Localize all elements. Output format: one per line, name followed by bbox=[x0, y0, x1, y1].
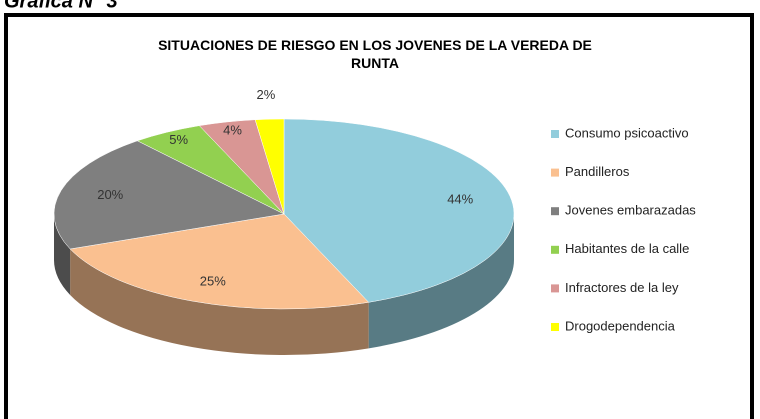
legend-swatch bbox=[551, 207, 559, 216]
data-label: 44% bbox=[447, 192, 473, 207]
data-label: 5% bbox=[169, 132, 188, 147]
pie-slice bbox=[53, 140, 285, 250]
data-label: 2% bbox=[257, 87, 276, 102]
legend-label: Pandilleros bbox=[565, 164, 630, 179]
legend-swatch bbox=[551, 323, 559, 331]
legend-swatch bbox=[551, 284, 559, 293]
legend-label: Consumo psicoactivo bbox=[565, 125, 689, 140]
legend-swatch bbox=[551, 245, 559, 254]
data-label: 25% bbox=[200, 273, 226, 288]
data-label: 4% bbox=[223, 123, 242, 138]
pie-slice bbox=[283, 118, 515, 303]
legend-label: Jovenes embarazadas bbox=[565, 203, 696, 218]
pie-slice bbox=[69, 213, 370, 310]
legend-swatch bbox=[551, 130, 559, 138]
pie-side bbox=[368, 214, 514, 349]
pie-side bbox=[70, 248, 369, 355]
pie-slice bbox=[254, 118, 285, 215]
legend-label: Habitantes de la calle bbox=[565, 241, 689, 256]
chart-title: SITUACIONES DE RIESGO EN LOS JOVENES DE … bbox=[158, 37, 592, 71]
legend-label: Infractores de la ley bbox=[565, 280, 679, 295]
legend-swatch bbox=[551, 168, 559, 177]
legend-label: Drogodependencia bbox=[565, 318, 676, 333]
heading: Gráfica N° 3 bbox=[4, 0, 118, 12]
pie-side bbox=[54, 214, 71, 295]
data-label: 20% bbox=[97, 187, 123, 202]
